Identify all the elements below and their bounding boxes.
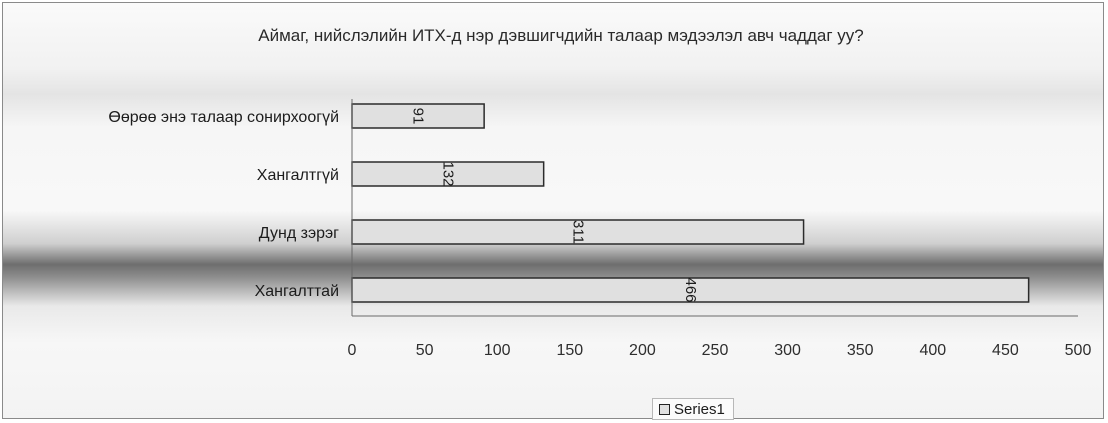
tick-label: 350 xyxy=(847,342,874,359)
value-axis-ticks: 0 50 100 150 200 250 300 350 400 450 500 xyxy=(348,342,1092,359)
bars xyxy=(351,103,1030,303)
legend: Series1 xyxy=(652,398,734,420)
tick-label: 0 xyxy=(348,342,357,359)
category-label: Хангалтгүй xyxy=(257,167,339,184)
tick-label: 300 xyxy=(774,342,801,359)
category-label: Дунд зэрэг xyxy=(259,225,339,242)
tick-label: 400 xyxy=(919,342,946,359)
data-label: 311 xyxy=(569,220,586,244)
data-labels: 91 132 311 466 xyxy=(410,108,699,303)
tick-label: 450 xyxy=(992,342,1019,359)
category-label: Хангалттай xyxy=(255,283,339,300)
tick-label: 200 xyxy=(629,342,656,359)
tick-label: 150 xyxy=(556,342,583,359)
data-label: 466 xyxy=(682,277,699,302)
data-label: 91 xyxy=(410,108,427,125)
bar-3 xyxy=(351,277,1030,303)
legend-label: Series1 xyxy=(674,400,725,418)
category-label: Өөрөө энэ талаар сонирхоогүй xyxy=(108,109,339,126)
bar-2 xyxy=(351,219,805,245)
tick-label: 50 xyxy=(416,342,434,359)
category-labels: Өөрөө энэ талаар сонирхоогүй Хангалтгүй Ду… xyxy=(108,109,339,300)
tick-label: 500 xyxy=(1065,342,1092,359)
legend-swatch xyxy=(659,403,670,415)
chart-title: Аймаг, нийслэлийн ИТХ-д нэр дэвшигчдийн … xyxy=(258,26,863,45)
tick-label: 250 xyxy=(702,342,729,359)
tick-label: 100 xyxy=(484,342,511,359)
data-label: 132 xyxy=(439,161,456,186)
bar-1 xyxy=(351,161,545,187)
bar-chart: Аймаг, нийслэлийн ИТХ-д нэр дэвшигчдийн … xyxy=(108,26,1092,359)
